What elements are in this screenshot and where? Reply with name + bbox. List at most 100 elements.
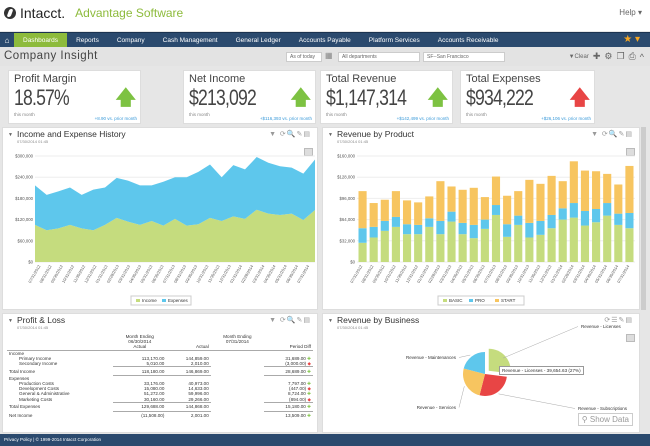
show-data-button[interactable]: ⚲ Show Data — [577, 413, 633, 426]
nav-dashboards[interactable]: Dashboards — [14, 32, 68, 48]
nav-accounts-payable[interactable]: Accounts Payable — [298, 36, 351, 44]
legend-label: Expenses — [168, 298, 189, 303]
y-tick-label: $180,000 — [15, 196, 34, 201]
kpi-card[interactable]: Net Income $213,092 this month +$116,393… — [183, 70, 316, 124]
cell-jul: 2,001.00 — [190, 413, 209, 419]
kpi-change: +$116,393 vs. prior month — [259, 116, 312, 121]
print-icon[interactable]: ⎙ — [628, 51, 636, 61]
y-tick-label: $160,000 — [337, 154, 356, 159]
cell-jun: 118,180.00 — [113, 366, 167, 377]
legend-swatch — [469, 299, 473, 302]
department-select[interactable]: All departments — [338, 52, 420, 62]
bar-basic — [380, 230, 389, 262]
copy-icon[interactable]: ❐ — [616, 51, 625, 61]
help-menu[interactable]: Help ▾ — [619, 8, 642, 17]
collapse-caret-icon[interactable]: ▼ — [328, 318, 333, 324]
row-label: Marketing Costs — [19, 396, 53, 402]
legend-label: START — [501, 298, 516, 303]
table-row: Secondary Income 5,010.00 2,010.00 (3,00… — [7, 361, 313, 368]
nav-accounts-receivable[interactable]: Accounts Receivable — [437, 36, 499, 44]
bar-pro — [503, 224, 512, 237]
footer[interactable]: Privacy Policy | © 1999-2014 Intacct Cor… — [0, 434, 650, 446]
favorites-star-icon[interactable]: ★ ▾ — [623, 34, 640, 45]
logo[interactable]: Intacct. Advantage Software — [4, 5, 183, 21]
calendar-icon[interactable]: ▦ — [325, 51, 333, 60]
panel-title: Income and Expense History — [17, 129, 126, 139]
cell-jul: 2,010.00 — [166, 361, 211, 368]
kpi-value: $1,147,314 — [326, 85, 407, 110]
bar-start — [580, 170, 590, 211]
cell-diff: 13,509.00 ✚ — [264, 411, 313, 420]
panel-tools[interactable]: ⟳☰✎▤ — [604, 317, 633, 324]
y-tick-label: $128,000 — [337, 175, 356, 180]
bar-basic — [547, 228, 556, 262]
pie-tooltip: Revenue - Licenses - 39,654.63 (27%) — [499, 366, 584, 375]
nav-platform-services[interactable]: Platform Services — [368, 36, 420, 44]
trend-down-icon: ◆ — [307, 361, 311, 367]
bar-basic — [580, 225, 590, 262]
collapse-icon[interactable]: ^ — [639, 51, 644, 62]
panel-title: Revenue by Product — [337, 129, 415, 139]
y-tick-label: $60,000 — [17, 238, 33, 243]
bar-start — [369, 203, 378, 227]
collapse-caret-icon[interactable]: ▼ — [8, 132, 13, 138]
row-label: Development Costs — [19, 386, 60, 392]
arrow-up-icon: 🡅 — [427, 87, 448, 109]
show-data-label: Show Data — [589, 415, 629, 424]
table-row: Marketing Costs 30,160.00 29,266.00 (894… — [7, 396, 313, 403]
panel-timestamp: 07/30/2014 01:45 — [17, 139, 49, 144]
bar-start — [603, 173, 612, 204]
kpi-label: Total Revenue — [326, 73, 397, 85]
bar-pro — [414, 224, 423, 235]
bar-basic — [514, 224, 523, 262]
kpi-card[interactable]: Total Expenses $934,222 this month +$26,… — [460, 70, 595, 124]
cell-diff: (447.00) ◆ — [264, 386, 313, 391]
cell-jun: 5,010.00 — [113, 361, 167, 368]
bar-basic — [525, 237, 534, 262]
legend-label: BASIC — [449, 298, 463, 303]
bar-pro — [603, 203, 612, 216]
bar-basic — [391, 226, 400, 262]
bar-pro — [580, 210, 590, 226]
legend-swatch — [162, 299, 166, 302]
bar-pro — [525, 222, 534, 238]
kpi-period: this month — [14, 112, 35, 117]
gear-icon[interactable]: ⚙ — [604, 51, 613, 61]
diff-value: 15,180.00 — [285, 404, 306, 410]
kpi-label: Total Expenses — [466, 73, 541, 85]
clear-filter-button[interactable]: ▼Clear — [569, 54, 589, 60]
cell-diff: 15,180.00 ✚ — [263, 402, 313, 412]
collapse-caret-icon[interactable]: ▼ — [328, 132, 333, 138]
location-select[interactable]: SF--San Francisco — [423, 52, 505, 62]
col-header: Month Ending — [125, 334, 154, 339]
logo-text: Intacct. — [20, 5, 66, 21]
revenue-by-product-panel: ▼ Revenue by Product 07/30/2014 01:45 ▼ … — [322, 127, 640, 310]
kpi-card[interactable]: Profit Margin 18.57% this month +8.90 vs… — [8, 70, 141, 124]
bar-pro — [592, 209, 601, 223]
nav-reports[interactable]: Reports — [76, 36, 99, 44]
nav-general-ledger[interactable]: General Ledger — [235, 36, 281, 44]
legend-swatch — [136, 299, 140, 302]
kpi-card[interactable]: Total Revenue $1,147,314 this month +$14… — [320, 70, 453, 124]
legend — [130, 295, 192, 306]
bar-pro — [491, 205, 501, 215]
bar-pro — [369, 226, 378, 238]
panel-tools[interactable]: ▼ ⟳🔍✎▤ — [269, 317, 311, 324]
bar-start — [547, 175, 556, 215]
dashboard-toolbar: Company Insight As of today ▦ All depart… — [0, 47, 650, 66]
download-icon[interactable] — [626, 334, 635, 342]
add-icon[interactable]: ✚ — [592, 51, 601, 61]
panel-tools[interactable]: ▼ ⟳🔍✎▤ — [269, 131, 311, 138]
bar-basic — [503, 236, 512, 262]
home-icon[interactable]: ⌂ — [4, 35, 10, 45]
panel-tools[interactable]: ▼ ⟳🔍✎▤ — [591, 131, 633, 138]
page-title: Company Insight — [4, 50, 98, 62]
col-header: Actual — [195, 344, 209, 350]
kpi-change: +$26,106 vs. prior month — [541, 116, 591, 121]
nav-company[interactable]: Company — [116, 36, 145, 44]
revenue-by-product-chart: $0$32,000$64,000$96,000$128,000$160,0000… — [337, 154, 635, 306]
collapse-caret-icon[interactable]: ▼ — [8, 318, 13, 324]
nav-cash-management[interactable]: Cash Management — [162, 36, 218, 44]
as-of-date-input[interactable]: As of today — [286, 52, 322, 62]
scrollbar[interactable] — [641, 127, 646, 310]
